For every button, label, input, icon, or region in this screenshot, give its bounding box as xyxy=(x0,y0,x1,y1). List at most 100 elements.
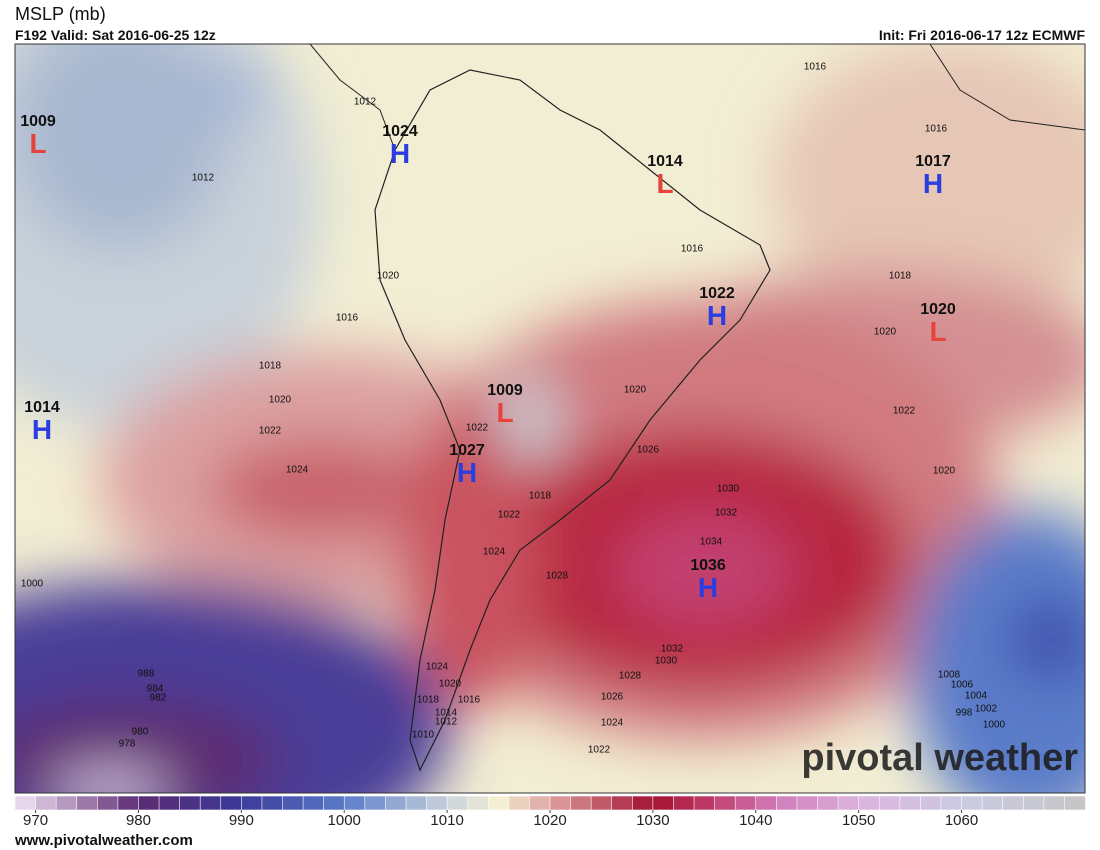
contour-label: 1026 xyxy=(601,692,624,703)
colorbar-swatch xyxy=(261,795,284,811)
colorbar-swatch xyxy=(426,795,448,811)
contour-label: 1030 xyxy=(655,656,678,667)
contour-label: 1016 xyxy=(458,695,481,706)
colorbar-tick-label: 1010 xyxy=(430,812,463,829)
colorbar-swatch xyxy=(734,795,757,811)
colorbar-tick-label: 980 xyxy=(126,812,151,829)
contour-label: 1022 xyxy=(498,510,521,521)
map-border xyxy=(14,43,1086,794)
contour-label: 1030 xyxy=(717,484,740,495)
center-value: 1022 xyxy=(699,285,735,302)
contour-label: 1026 xyxy=(637,445,660,456)
colorbar-swatch xyxy=(673,795,695,811)
colorbar-tick-label: 1040 xyxy=(739,812,772,829)
contour-label: 1014 xyxy=(435,708,458,719)
colorbar-swatch xyxy=(817,795,839,811)
colorbar-swatch xyxy=(14,795,37,811)
title: MSLP (mb) xyxy=(15,4,106,24)
contour-label: 1016 xyxy=(681,244,704,255)
contour-label: 1018 xyxy=(259,361,282,372)
colorbar-swatch xyxy=(446,795,469,811)
colorbar-swatch xyxy=(529,795,551,811)
colorbar-swatch xyxy=(776,795,798,811)
center-letter: H xyxy=(32,414,52,445)
contour-label: 1032 xyxy=(661,644,684,655)
colorbar-swatch xyxy=(282,795,304,811)
colorbar-swatch xyxy=(837,795,860,811)
footer-url: www.pivotalweather.com xyxy=(14,832,193,849)
colorbar-swatch xyxy=(714,795,736,811)
colorbar-swatch xyxy=(920,795,942,811)
colorbar-swatch xyxy=(632,795,654,811)
colorbar-swatch xyxy=(611,795,634,811)
contour-label: 1008 xyxy=(938,670,961,681)
colorbar-swatch xyxy=(364,795,387,811)
colorbar-swatch xyxy=(858,795,881,811)
colorbar-swatch xyxy=(570,795,592,811)
colorbar-swatch xyxy=(549,795,572,811)
center-letter: L xyxy=(496,397,513,428)
colorbar-swatch xyxy=(1043,795,1066,811)
contour-label: 1018 xyxy=(889,271,912,282)
center-letter: H xyxy=(707,300,727,331)
contour-label: 1012 xyxy=(354,97,377,108)
contour-label: 1022 xyxy=(588,745,611,756)
colorbar-swatch xyxy=(878,795,901,811)
contour-label: 1020 xyxy=(874,327,897,338)
contour-label: 1020 xyxy=(439,679,462,690)
center-value: 1014 xyxy=(647,153,683,170)
colorbar-swatch xyxy=(467,795,490,811)
colorbar-tick-label: 970 xyxy=(23,812,48,829)
contour-label: 1018 xyxy=(529,491,552,502)
colorbar-swatch xyxy=(1064,795,1086,811)
contour-label: 1006 xyxy=(951,680,974,691)
contour-label: 980 xyxy=(132,727,149,738)
contour-label: 1004 xyxy=(965,691,988,702)
colorbar-swatch xyxy=(220,795,243,811)
center-value: 1017 xyxy=(915,153,951,170)
contour-label: 1016 xyxy=(804,62,827,73)
colorbar-swatch xyxy=(796,795,819,811)
center-value: 1036 xyxy=(690,557,726,574)
colorbar-swatch xyxy=(940,795,963,811)
contour-label: 998 xyxy=(956,708,973,719)
center-value: 1014 xyxy=(24,399,60,416)
colorbar-swatch xyxy=(1002,795,1025,811)
colorbar-tick-label: 1020 xyxy=(533,812,566,829)
colorbar-swatch xyxy=(302,795,325,811)
center-value: 1027 xyxy=(449,442,485,459)
colorbar-swatch xyxy=(755,795,778,811)
contour-label: 1010 xyxy=(412,730,435,741)
contour-label: 1002 xyxy=(975,704,998,715)
contour-label: 988 xyxy=(138,669,155,680)
contour-label: 1020 xyxy=(624,385,647,396)
colorbar-swatch xyxy=(508,795,531,811)
colorbar-swatch xyxy=(179,795,201,811)
colorbar-swatch xyxy=(138,795,160,811)
contour-label: 1000 xyxy=(21,579,44,590)
colorbar-swatch xyxy=(981,795,1004,811)
contour-label: 1016 xyxy=(925,124,948,135)
colorbar-swatch xyxy=(158,795,181,811)
contour-label: 1016 xyxy=(336,313,359,324)
center-letter: H xyxy=(923,168,943,199)
central-america-outline xyxy=(309,44,396,151)
colorbar-tick-label: 990 xyxy=(229,812,254,829)
center-letter: H xyxy=(390,138,410,169)
contour-label: 1012 xyxy=(192,173,215,184)
center-letter: L xyxy=(29,128,46,159)
center-letter: H xyxy=(698,572,718,603)
center-letter: L xyxy=(656,168,673,199)
center-value: 1009 xyxy=(487,382,523,399)
colorbar-swatch xyxy=(76,795,99,811)
contour-label: 1028 xyxy=(619,671,642,682)
contour-label: 1024 xyxy=(426,662,449,673)
continent-outline xyxy=(374,69,771,772)
colorbar-tick-label: 1050 xyxy=(842,812,875,829)
africa-outline xyxy=(929,44,1085,131)
contour-label: 1022 xyxy=(259,426,282,437)
colorbar-swatch xyxy=(590,795,613,811)
colorbar-swatch xyxy=(652,795,675,811)
